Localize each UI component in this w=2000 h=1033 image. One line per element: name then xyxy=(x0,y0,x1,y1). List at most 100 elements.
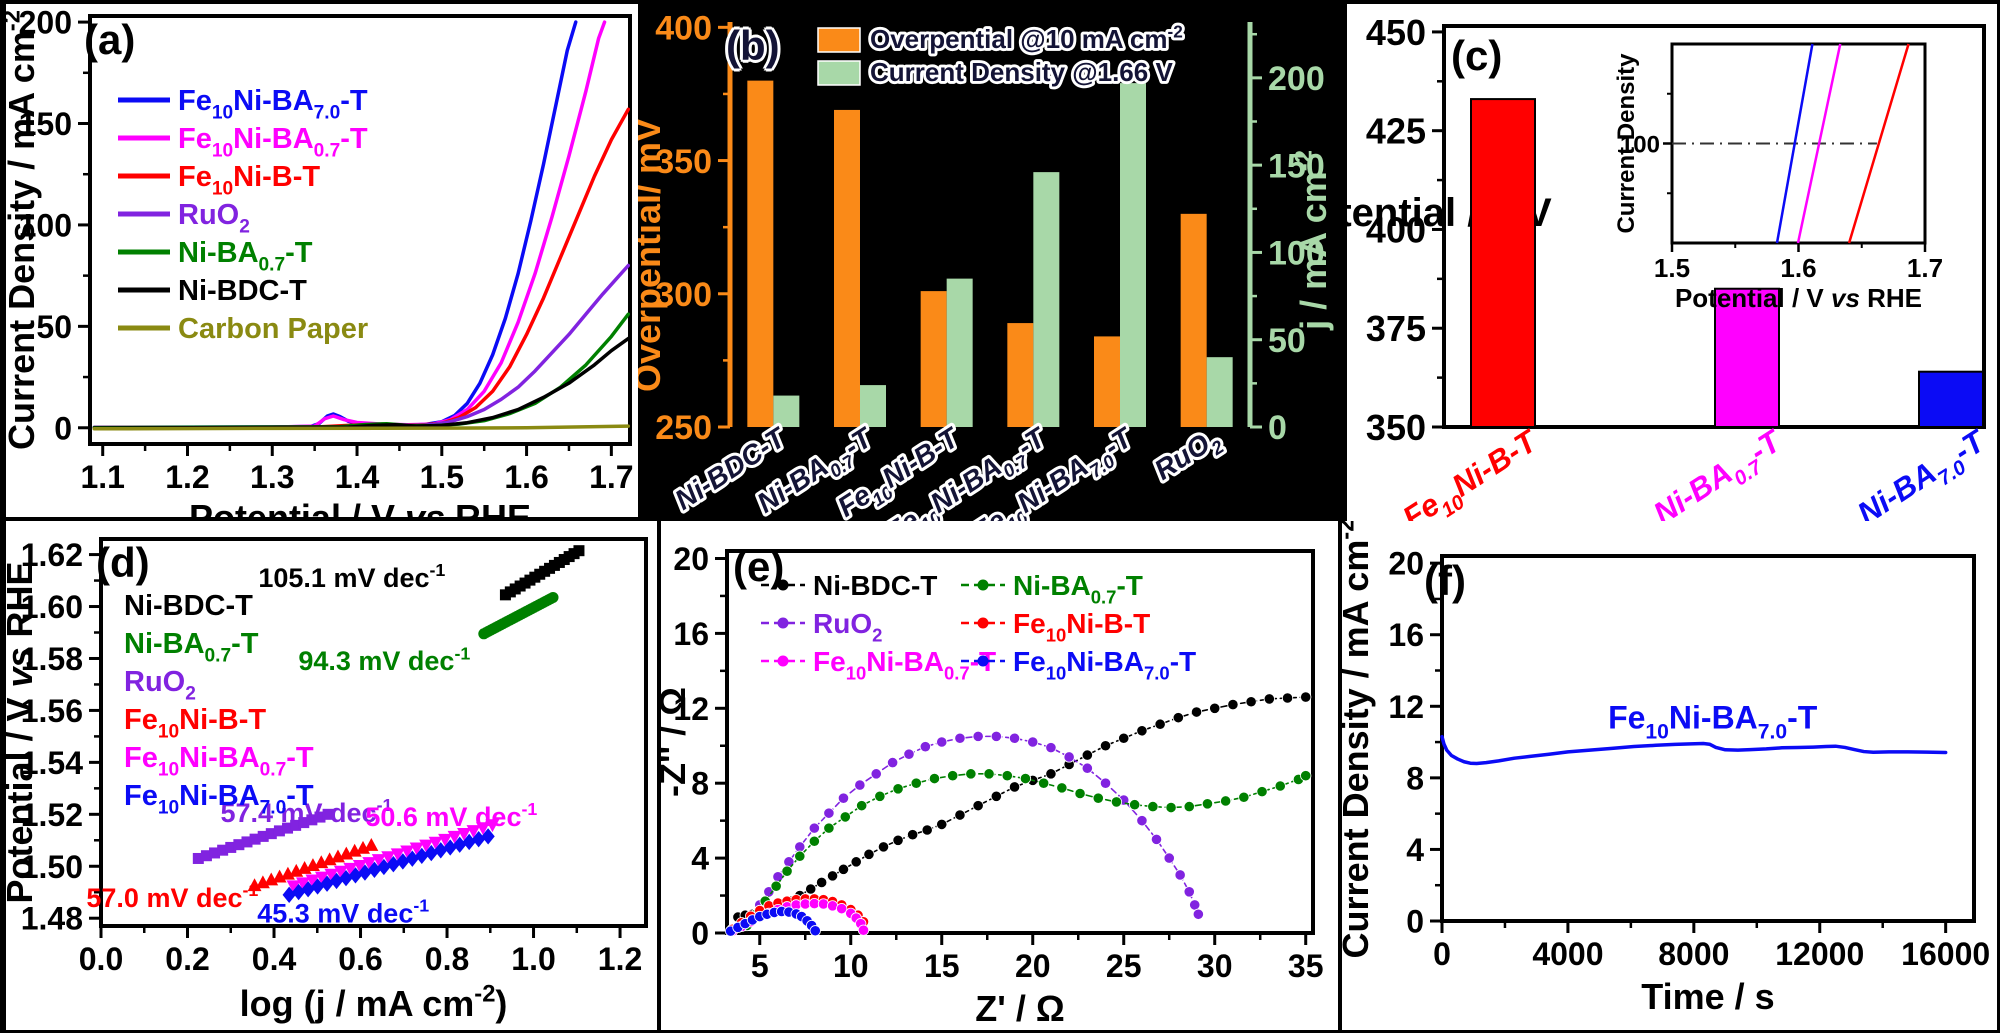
y-tick-label: 0 xyxy=(691,916,709,952)
panel-c-overpotential-100: (c) 350375400425450Overpotential / mVFe1… xyxy=(1347,4,1997,530)
bar-overpotential xyxy=(747,80,774,428)
legend-label: RuO2 xyxy=(178,199,250,238)
y-tick-label: 8 xyxy=(1406,760,1424,796)
series-Ni-BDC-T xyxy=(732,691,1312,923)
panel-c-chart: 350375400425450Overpotential / mVFe10Ni-… xyxy=(1347,12,1997,530)
panel-d-tafel: (d) 0.0 0.2 0.4 0.6 0.8 1.0 1.2 1.48 1.50 1.52 1.5… xyxy=(6,521,657,1030)
x-tick-label: 12000 xyxy=(1775,936,1864,972)
y-tick-label: 4 xyxy=(1406,832,1424,868)
x-tick-label: 1.7 xyxy=(589,459,633,495)
legend-label: Fe10Ni-BA7.0-T xyxy=(124,780,314,819)
x-axis-label: Time / s xyxy=(1641,976,1774,1017)
bar-groups: Ni-BDC-TNi-BA0.7-TFe10Ni-B-TFe10Ni-BA0.7… xyxy=(666,80,1233,530)
x-tick-label: 0.8 xyxy=(425,941,469,977)
series-Fe10Ni-BA7.0-T xyxy=(725,905,821,937)
y-tick-label: 1.54 xyxy=(21,745,83,781)
y-axis-label: Current Density / mA cm-2 xyxy=(1342,521,1376,958)
x-tick-label: 25 xyxy=(1106,948,1142,984)
legend-label: Overpential @10 mA cm-2 xyxy=(870,22,1183,54)
y-tick-label: 50 xyxy=(1268,322,1306,360)
x-tick-label: 0.6 xyxy=(338,941,382,977)
y-tick-label: 450 xyxy=(1366,12,1426,53)
panel-f-chronoamperometry: (f) 0 4000 8000 12000 16000 0 4 8 12 16 20 Time / s… xyxy=(1342,521,1997,1030)
slope-annotation: 50.6 mV dec-1 xyxy=(365,799,537,832)
panel-b-tag: (b) xyxy=(726,22,780,69)
y-tick-label: 50 xyxy=(36,309,72,345)
x-axis-label: Z' / Ω xyxy=(975,988,1064,1029)
y-axis-ticks: 0 4 8 12 16 20 xyxy=(1388,546,1442,940)
legend-label: Carbon Paper xyxy=(178,313,368,345)
panel-a-lsv: (a) 1.1 1.2 1.3 1.4 1.5 1.6 1.7 0 50 100 150 200 Pot… xyxy=(6,4,638,517)
y-axis-ticks: 1.48 1.50 1.52 1.54 1.56 1.58 1.60 1.62 xyxy=(21,537,101,937)
bar-1 xyxy=(1714,287,1780,429)
legend: Ni-BDC-TNi-BA0.7-TRuO2Fe10Ni-B-TFe10Ni-B… xyxy=(124,590,314,819)
y-tick-label: 16 xyxy=(1388,617,1424,653)
category-label: Fe10Ni-BA0.7-T xyxy=(1598,422,1794,530)
panel-a-chart: 1.1 1.2 1.3 1.4 1.5 1.6 1.7 0 50 100 150 200 Potenti… xyxy=(6,5,634,517)
category-label: Fe10Ni-BA7.0-T xyxy=(1802,422,1997,530)
y-tick-label: 1.56 xyxy=(21,693,83,729)
y-tick-label: 375 xyxy=(1366,308,1426,349)
x-tick-label: 16000 xyxy=(1901,936,1990,972)
series-lines xyxy=(92,20,630,431)
x-tick-label: 1.4 xyxy=(335,459,380,495)
bar-current-density xyxy=(773,395,800,427)
y-tick-label: 1.50 xyxy=(21,849,83,885)
legend-label: Fe10Ni-BA7.0-T xyxy=(178,85,368,124)
y-tick-label: 100 xyxy=(1268,235,1325,273)
slope-annotation: 57.0 mV dec-1 xyxy=(86,880,258,913)
panel-f-tag: (f) xyxy=(1424,557,1466,604)
y-tick-label: 400 xyxy=(655,10,712,48)
x-tick-label: 8000 xyxy=(1658,936,1729,972)
bar-2 xyxy=(1918,370,1984,429)
panel-d-tag: (d) xyxy=(96,539,150,586)
y-tick-label: 150 xyxy=(1268,147,1325,185)
bar-overpotential xyxy=(1094,336,1120,427)
slope-annotation: 94.3 mV dec-1 xyxy=(298,643,470,676)
x-axis-label: Potential / V vs RHE xyxy=(189,497,531,517)
bar-current-density xyxy=(1120,83,1146,428)
x-tick-label: 1.3 xyxy=(250,459,294,495)
bar-overpotential xyxy=(834,109,860,427)
legend: Fe10Ni-BA7.0-TFe10Ni-BA0.7-TFe10Ni-B-TRu… xyxy=(118,85,368,345)
y-axis-label-left: Overpential/ mV xyxy=(638,118,668,392)
bar-current-density xyxy=(860,385,886,427)
y-tick-label: 20 xyxy=(673,541,709,577)
y-tick-label: 1.48 xyxy=(21,901,83,937)
y-tick-label: 12 xyxy=(1388,689,1424,725)
x-axis-ticks: 1.1 1.2 1.3 1.4 1.5 1.6 1.7 xyxy=(80,444,634,495)
y-tick-label: 1.62 xyxy=(21,537,83,573)
x-tick-label: 1.2 xyxy=(165,459,209,495)
y-tick-label: 1.58 xyxy=(21,641,83,677)
x-tick-label: 5 xyxy=(751,948,769,984)
legend-label: Fe10Ni-BA7.0-T xyxy=(1013,646,1196,683)
legend-label: Fe10Ni-BA0.7-T xyxy=(124,742,314,781)
curve-label: Fe10Ni-BA7.0-T xyxy=(1608,700,1818,744)
y-tick-label: 4 xyxy=(691,841,709,877)
y-tick-label: 1.60 xyxy=(21,589,83,625)
panel-c-tag: (c) xyxy=(1451,32,1503,79)
x-tick-label: 1.6 xyxy=(504,459,548,495)
legend-label: Current Density @1.66 V xyxy=(870,57,1173,87)
x-tick-label: 1.2 xyxy=(598,941,642,977)
series-Carbon Paper xyxy=(92,424,630,431)
x-tick-label: 1.5 xyxy=(420,459,464,495)
legend-label: Ni-BA0.7-T xyxy=(178,237,313,276)
y-tick-label: 20 xyxy=(1388,546,1424,582)
x-tick-label: 4000 xyxy=(1532,936,1603,972)
x-tick-label: 0.4 xyxy=(252,941,297,977)
y-axis-label: Potential / V vs RHE xyxy=(6,561,40,903)
y-tick-label: 100 xyxy=(19,207,72,243)
series-Ni-BDC-T xyxy=(499,545,585,601)
inset-x-tick: 1.7 xyxy=(1907,253,1943,283)
bar-overpotential xyxy=(1180,213,1207,427)
y-axis-ticks: 0 50 100 150 200 xyxy=(19,5,90,446)
series-RuO2 xyxy=(192,808,334,864)
series-Fe10Ni-B-T xyxy=(92,107,630,430)
x-tick-label: 20 xyxy=(1015,948,1051,984)
bar-current-density xyxy=(946,278,973,427)
y-axis-ticks: 350 375 400 425 450 xyxy=(1366,12,1444,448)
panel-b-bar-summary: (b) 250 300 350 400 0 50 100 150 200 Overpential/… xyxy=(638,0,1347,530)
y-axis-label-right: j / mA cm-2 xyxy=(1291,150,1334,331)
